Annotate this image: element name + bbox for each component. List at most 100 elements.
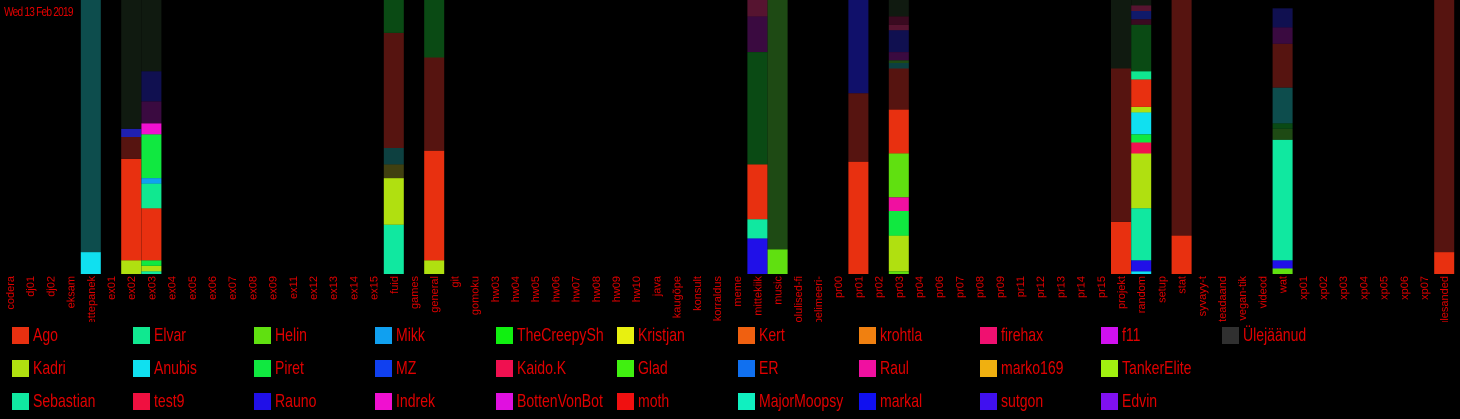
x-tick-label: ettepanek (86, 276, 98, 322)
x-tick-label: ex13 (328, 276, 340, 300)
x-tick-label: ex05 (187, 276, 199, 300)
x-tick-label: ülesanded (1439, 276, 1451, 322)
legend-swatch (1101, 326, 1118, 344)
legend-swatch (496, 326, 513, 344)
legend-item: test9 (133, 389, 193, 413)
x-tick-label: mittekiik (752, 276, 764, 316)
legend-label: Ülejäänud (1243, 324, 1307, 345)
legend-swatch (738, 326, 755, 344)
bar-segment-fuid-2 (383, 164, 404, 179)
legend-label: Indrek (396, 390, 436, 411)
legend-swatch (133, 359, 150, 377)
bar-segment-fuid-5 (383, 0, 404, 33)
x-tick-label: kaugõpe (672, 276, 684, 318)
x-tick-label: music (773, 276, 785, 305)
legend-item: Helin (254, 323, 316, 347)
legend-swatch (496, 359, 513, 377)
legend-label: Raul (880, 357, 909, 378)
bar-segment-general-3 (424, 0, 445, 58)
x-tick-label: stat (1177, 276, 1189, 294)
x-tick-label: xp02 (1318, 276, 1330, 300)
x-tick-label: pelimeeri- (813, 276, 825, 322)
bar-segment-random-11 (1131, 19, 1152, 25)
bar-segment-ex03-0 (141, 271, 162, 274)
legend-item: Mikk (375, 323, 433, 347)
legend-swatch (133, 326, 150, 344)
x-tick-label: pr15 (1096, 276, 1108, 298)
legend-item: Ülejäänud (1222, 323, 1324, 347)
x-tick-label: pr14 (1076, 276, 1088, 298)
legend-item: Glad (617, 356, 676, 380)
x-tick-label: xp04 (1358, 276, 1370, 300)
bar-segment-pr03-5 (888, 153, 909, 198)
legend: Ago Kadri Sebastian Elvar Anubis test9 Helin Pi… (12, 323, 1452, 419)
bar-segment-random-4 (1131, 142, 1152, 154)
bar-segment-fuid-0 (383, 224, 404, 274)
legend-item: markal (859, 389, 934, 413)
x-tick-label: xp06 (1399, 276, 1411, 300)
bar-segment-random-9 (1131, 71, 1152, 80)
legend-item: TheCreepySh (496, 323, 628, 347)
bar-segment-random-7 (1131, 106, 1152, 113)
bar-segment-pr01-0 (848, 161, 869, 274)
legend-label: Ago (33, 324, 58, 345)
legend-label: sutgon (1001, 390, 1044, 411)
legend-swatch (12, 326, 29, 344)
bar-segment-pr03-1 (888, 268, 909, 272)
bar-segment-random-3 (1131, 153, 1152, 209)
legend-item: Kristjan (617, 323, 698, 347)
legend-item: krohtla (859, 323, 934, 347)
bar-segment-ex03-5 (141, 178, 162, 184)
legend-label: Kaido.K (517, 357, 567, 378)
bar-segment-wat-2 (1272, 139, 1293, 261)
legend-item: moth (617, 389, 678, 413)
legend-swatch (859, 359, 876, 377)
bar-segment-random-8 (1131, 79, 1152, 107)
legend-label: TankerElite (1122, 357, 1192, 378)
legend-label: Kert (759, 324, 785, 345)
x-tick-label: ex06 (207, 276, 219, 300)
bar-segment-ülesanded-0 (1434, 252, 1455, 274)
x-tick-label: pr04 (914, 276, 926, 298)
legend-label: ER (759, 357, 779, 378)
bar-segment-ettepanek-1 (80, 0, 101, 253)
bar-segment-mittekiik-4 (747, 16, 768, 52)
legend-item: BottenVonBot (496, 389, 627, 413)
bar-segment-wat-9 (1272, 0, 1293, 9)
legend-swatch (496, 392, 513, 410)
legend-item: Kadri (12, 356, 75, 380)
bar-segment-ex02-2 (121, 137, 142, 159)
x-tick-label: ex12 (308, 276, 320, 300)
legend-item: MajorMoopsy (738, 389, 867, 413)
legend-label: TheCreepySh (517, 324, 604, 345)
x-tick-label: korraldus (712, 276, 724, 322)
bar-segment-general-2 (424, 57, 445, 151)
x-tick-label: pr11 (1015, 276, 1027, 297)
bar-segment-pr03-2 (888, 235, 909, 269)
legend-swatch (980, 326, 997, 344)
x-tick-label: dj01 (25, 276, 37, 297)
x-tick-label: hw10 (631, 276, 643, 302)
bar-segment-ex03-4 (141, 183, 162, 209)
bar-segment-pr03-13 (888, 16, 909, 25)
bar-segment-random-10 (1131, 24, 1152, 72)
x-tick-label: ex08 (247, 276, 259, 300)
bar-segment-pr03-12 (888, 24, 909, 31)
bar-segment-mittekiik-0 (747, 238, 768, 274)
legend-swatch (12, 359, 29, 377)
x-tick-label: vegan-tik (1237, 276, 1249, 321)
x-tick-label: konsult (692, 276, 704, 311)
legend-swatch (1101, 392, 1118, 410)
bar-segment-pr03-14 (888, 0, 909, 17)
x-tick-label: hw06 (550, 276, 562, 302)
bar-segment-ex03-2 (141, 260, 162, 266)
x-tick-label: gomoku (470, 276, 482, 315)
legend-swatch (254, 359, 271, 377)
legend-item: Sebastian (12, 389, 113, 413)
x-tick-label: dj02 (45, 276, 57, 297)
bar-segment-wat-5 (1272, 87, 1293, 124)
bar-segment-ex03-6 (141, 134, 162, 179)
x-tick-label: hw05 (530, 276, 542, 302)
x-tick-label: ex02 (126, 276, 138, 300)
legend-swatch (617, 359, 634, 377)
